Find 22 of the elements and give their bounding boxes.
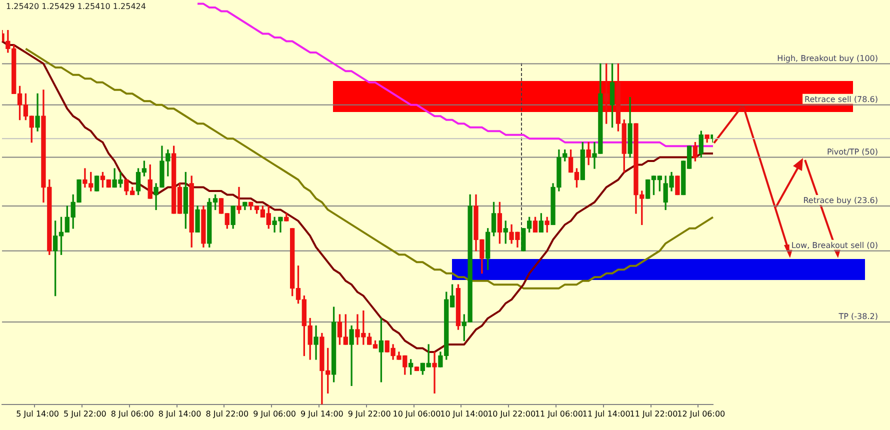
ref-line-label: Retrace sell (78.6) [804,94,878,104]
x-tick-label: 11 Jul 22:00 [630,409,678,418]
x-tick-label: 8 Jul 22:00 [206,409,249,418]
ref-line-label: TP (-38.2) [838,312,878,322]
x-tick-label: 10 Jul 06:00 [392,409,441,418]
ref-line-label: Pivot/TP (50) [826,147,878,156]
x-tick-label: 10 Jul 14:00 [440,409,488,418]
x-tick-label: 5 Jul 14:00 [16,409,59,418]
x-tick-label: 9 Jul 14:00 [300,409,344,418]
x-tick-label: 11 Jul 14:00 [582,409,630,418]
ref-line-label: Low, Breakout sell (0) [791,240,878,250]
x-tick-label: 8 Jul 14:00 [158,409,202,418]
x-tick-label: 10 Jul 22:00 [488,409,536,418]
text: 1.25420 1.25429 1.25410 1.25424 [6,2,146,12]
x-tick-label: 9 Jul 06:00 [253,409,296,418]
ref-line-label: Retrace buy (23.6) [803,196,878,206]
ref-line-label: High, Breakout buy (100) [777,54,878,63]
x-tick-label: 8 Jul 06:00 [110,409,154,418]
x-tick-label: 9 Jul 22:00 [348,409,391,418]
x-tick-label: 12 Jul 06:00 [677,409,726,418]
x-tick-label: 5 Jul 22:00 [64,409,106,418]
x-tick-label: 11 Jul 06:00 [534,409,583,418]
